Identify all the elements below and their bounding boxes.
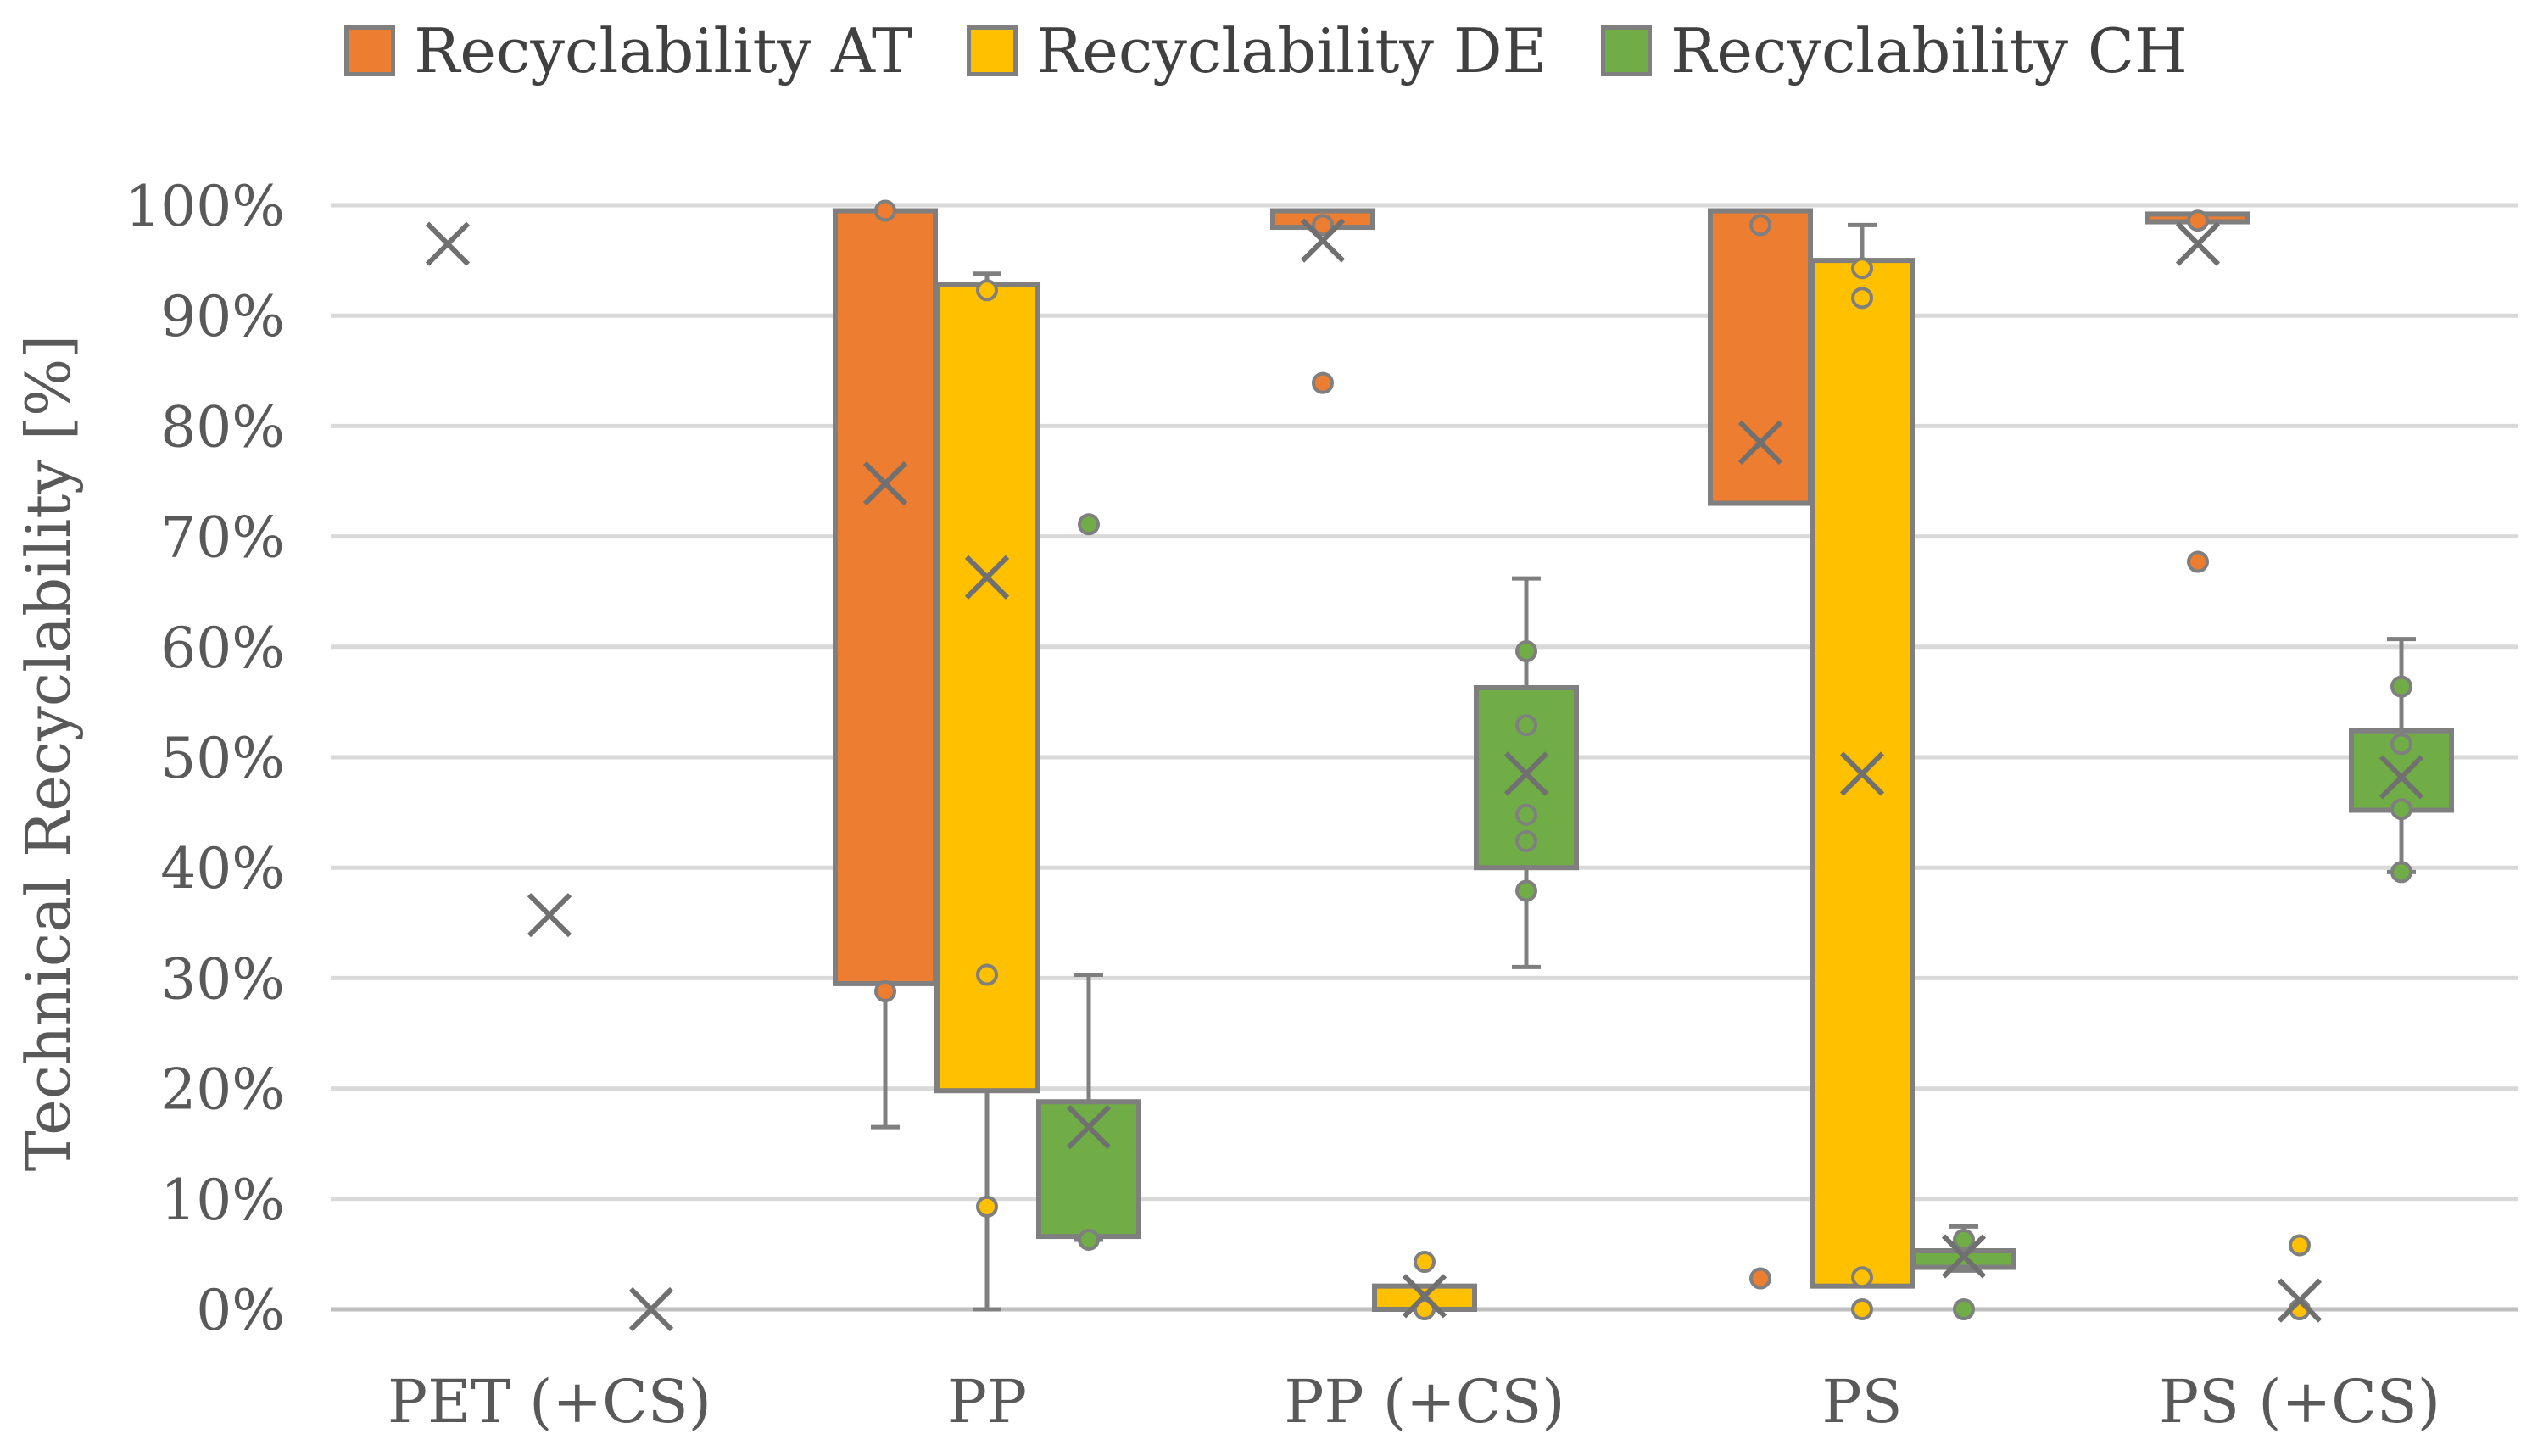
legend-item-at[interactable]: Recyclability AT xyxy=(344,15,912,86)
y-tick-label: 90% xyxy=(160,284,285,349)
box-recyclability-ch-4[interactable] xyxy=(2349,637,2454,884)
data-point xyxy=(1749,1267,1771,1290)
box-recyclability-ch-0[interactable] xyxy=(628,1286,674,1332)
box-recyclability-de-1[interactable] xyxy=(934,271,1040,1312)
data-point xyxy=(1078,1228,1100,1251)
data-point xyxy=(2289,1234,2311,1257)
y-tick-label: 60% xyxy=(160,616,285,681)
data-point xyxy=(2390,675,2412,698)
box-recyclability-de-2[interactable] xyxy=(1372,1251,1477,1320)
box-body xyxy=(1708,208,1813,506)
x-tick-label: PP (+CS) xyxy=(1284,1367,1564,1436)
data-point xyxy=(2187,209,2209,232)
data-point xyxy=(1078,513,1100,536)
x-tick-label: PS xyxy=(1821,1367,1902,1436)
legend-label-at: Recyclability AT xyxy=(414,15,913,86)
data-point xyxy=(874,199,896,222)
mean-marker xyxy=(1839,751,1885,796)
data-point xyxy=(1515,714,1537,737)
x-tick-label: PS (+CS) xyxy=(2159,1367,2440,1436)
legend: Recyclability AT Recyclability DE Recycl… xyxy=(0,15,2532,86)
box-body xyxy=(1036,1099,1141,1240)
data-point xyxy=(2187,550,2209,573)
legend-label-de: Recyclability DE xyxy=(1036,15,1548,86)
box-body xyxy=(833,208,938,986)
y-axis-ticks: 0% 10% 20% 30% 40% 50% 60% 70% 80% 90% 100% xyxy=(125,174,285,1343)
data-point xyxy=(1851,257,1873,280)
y-tick-label: 20% xyxy=(160,1057,285,1123)
legend-swatch-ch xyxy=(1601,25,1653,76)
box-recyclability-ch-1[interactable] xyxy=(1036,513,1141,1251)
box-recyclability-at-4[interactable] xyxy=(2145,209,2250,573)
x-axis-labels: PET (+CS) PP PP (+CS) PS PS (+CS) xyxy=(388,1367,2440,1436)
box-recyclability-at-3[interactable] xyxy=(1708,208,1813,1290)
box-recyclability-at-1[interactable] xyxy=(833,199,938,1130)
mean-marker xyxy=(628,1286,674,1332)
data-point xyxy=(976,279,998,302)
data-point xyxy=(1414,1251,1436,1274)
data-point xyxy=(976,963,998,986)
mean-marker xyxy=(1503,751,1549,796)
data-point xyxy=(1953,1298,1975,1320)
data-point xyxy=(1851,1266,1873,1289)
data-point xyxy=(1515,879,1537,902)
data-point xyxy=(1515,829,1537,852)
box-recyclability-de-0[interactable] xyxy=(527,893,572,938)
gridlines xyxy=(331,203,2518,1312)
x-tick-label: PET (+CS) xyxy=(388,1367,711,1436)
mean-marker xyxy=(2379,755,2424,800)
y-tick-label: 40% xyxy=(160,836,285,901)
data-point xyxy=(2390,861,2412,884)
legend-swatch-de xyxy=(967,25,1018,76)
data-point xyxy=(1851,287,1873,310)
y-tick-label: 10% xyxy=(160,1168,285,1233)
box-recyclability-at-2[interactable] xyxy=(1270,208,1375,394)
mean-marker xyxy=(964,555,1010,600)
mean-marker xyxy=(527,893,572,938)
data-point xyxy=(2390,798,2412,821)
mean-marker xyxy=(1300,218,1346,263)
legend-swatch-at xyxy=(344,25,396,76)
legend-label-ch: Recyclability CH xyxy=(1670,15,2188,86)
data-point xyxy=(1953,1228,1975,1251)
y-tick-label: 70% xyxy=(160,505,285,571)
y-tick-label: 100% xyxy=(125,174,285,239)
mean-marker xyxy=(1402,1274,1447,1319)
y-tick-label: 0% xyxy=(196,1278,285,1343)
box-body xyxy=(934,282,1040,1094)
mean-marker xyxy=(2277,1278,2323,1323)
y-tick-label: 30% xyxy=(160,946,285,1012)
box-recyclability-de-3[interactable] xyxy=(1810,222,1915,1320)
data-point xyxy=(1851,1298,1873,1320)
data-point xyxy=(1515,803,1537,826)
data-point xyxy=(874,980,896,1003)
box-recyclability-ch-3[interactable] xyxy=(1911,1224,2016,1320)
data-point xyxy=(1749,214,1771,237)
y-tick-label: 80% xyxy=(160,394,285,460)
data-point xyxy=(976,1195,998,1218)
data-point xyxy=(1312,214,1334,237)
box-recyclability-ch-2[interactable] xyxy=(1474,576,1579,969)
data-point xyxy=(1414,1298,1436,1320)
data-point xyxy=(2390,733,2412,756)
mean-marker xyxy=(2175,221,2221,266)
mean-marker xyxy=(425,221,471,266)
y-tick-label: 50% xyxy=(160,726,285,791)
y-axis-title: Technical Recyclability [%] xyxy=(13,335,84,1172)
mean-marker xyxy=(1737,420,1783,466)
box-recyclability-at-0[interactable] xyxy=(425,221,471,266)
x-tick-label: PP xyxy=(947,1367,1027,1436)
mean-marker xyxy=(1941,1234,1987,1279)
data-point xyxy=(1515,640,1537,663)
legend-item-ch[interactable]: Recyclability CH xyxy=(1601,15,2188,86)
legend-item-de[interactable]: Recyclability DE xyxy=(967,15,1547,86)
box-recyclability-de-4[interactable] xyxy=(2277,1234,2323,1323)
plot-area xyxy=(425,199,2454,1332)
mean-marker xyxy=(1066,1105,1112,1150)
mean-marker xyxy=(862,460,908,506)
data-point xyxy=(1312,371,1334,394)
